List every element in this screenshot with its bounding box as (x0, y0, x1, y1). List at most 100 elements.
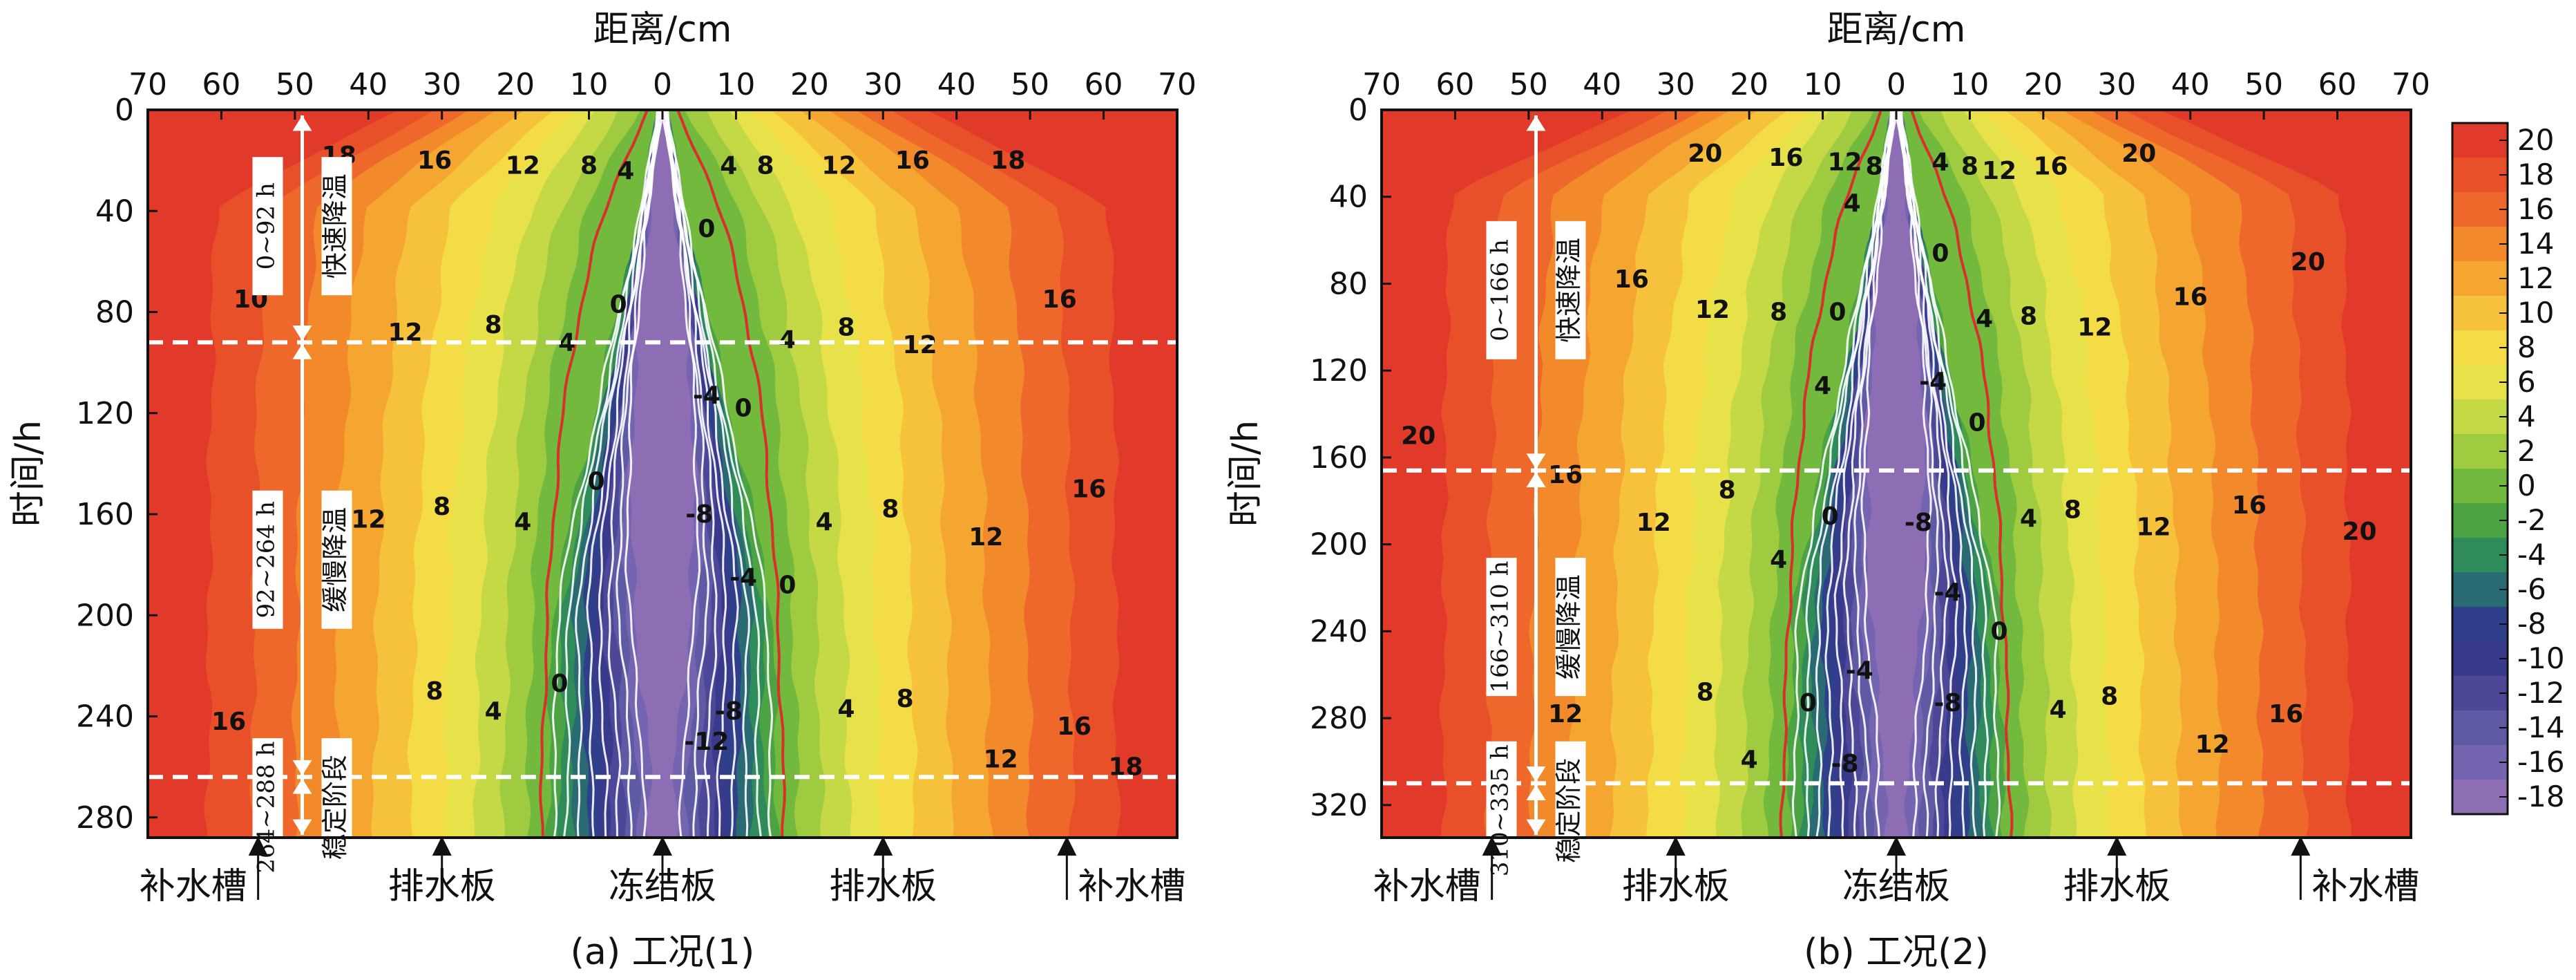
marker-arrow (1057, 836, 1077, 856)
contour-label: 8 (1961, 153, 1978, 181)
stage-range-label: 0~92 h (253, 182, 280, 270)
x-tick-label: 60 (202, 67, 240, 102)
contour-line (663, 110, 774, 838)
marker-label: 补水槽 (2311, 866, 2419, 907)
contour-label: 0 (779, 571, 796, 599)
contour-label: 12 (969, 523, 1003, 552)
contour-label: 16 (895, 147, 930, 175)
contour-label: 8 (1770, 298, 1787, 326)
contour-line (663, 110, 739, 838)
marker-arrow (248, 836, 268, 856)
stage-name-box (1555, 558, 1586, 697)
colorbar-tick-label: 14 (2517, 227, 2554, 261)
contour-label: 8 (1719, 476, 1736, 505)
contour-label: 4 (2050, 696, 2067, 724)
panel-b-border (1380, 109, 2412, 839)
arrow-head (1526, 784, 1546, 800)
stage-name-label: 缓慢降温 (1554, 574, 1584, 679)
contour-label: 12 (1695, 296, 1730, 324)
contour-label: 4 (720, 151, 737, 180)
stage-range-box (1486, 220, 1517, 359)
marker-label: 排水板 (388, 866, 496, 907)
panel-a-ylabel: 时间/h (8, 420, 49, 527)
x-tick-label: 50 (1011, 67, 1049, 102)
contour-label: 12 (1637, 509, 1671, 537)
panel-a-subtitle: (a) 工况(1) (571, 932, 755, 973)
contour-label: 12 (1827, 148, 1862, 176)
panel-b-ylabel: 时间/h (1225, 420, 1266, 527)
contour-label: 4 (617, 157, 634, 185)
contour-label: 0 (551, 670, 568, 698)
colorbar-tick-label: -2 (2517, 503, 2546, 537)
contour-line (1860, 110, 1897, 838)
y-tick-label: 120 (76, 396, 134, 431)
x-tick-label: 10 (1950, 67, 1989, 102)
contour-label: 4 (514, 508, 531, 536)
contour-line (1791, 110, 1896, 838)
stage-range-box (1486, 558, 1517, 697)
contour-label: 12 (1982, 157, 2016, 185)
marker-arrow (653, 836, 672, 856)
colorbar-tick-label: -12 (2517, 676, 2565, 710)
contour-label: 0 (610, 291, 627, 319)
contour-label: 20 (1688, 140, 1722, 168)
colorbar-swatch (2452, 710, 2508, 746)
panel-a-border (146, 109, 1179, 839)
contour-label: 8 (881, 496, 899, 524)
arrow-head (292, 325, 312, 341)
colorbar-swatch (2452, 538, 2508, 573)
x-tick-label: 60 (2318, 67, 2357, 102)
colorbar-swatch (2452, 572, 2508, 607)
contour-label: 0 (698, 215, 715, 243)
contour-label: 8 (1697, 678, 1714, 706)
contour-label: 4 (1814, 372, 1831, 400)
y-tick-label: 240 (76, 699, 134, 735)
contour-label: 12 (506, 151, 540, 180)
x-tick-label: 20 (1730, 67, 1768, 102)
contour-line (1896, 110, 1932, 838)
stage-range-box (252, 490, 283, 629)
contour-label: -8 (715, 697, 743, 726)
stage-name-label: 稳定阶段 (320, 755, 350, 860)
contour-label: 12 (902, 331, 937, 359)
marker-label: 排水板 (2063, 866, 2170, 907)
marker-label: 补水槽 (140, 866, 247, 907)
contour-label: 8 (897, 685, 914, 713)
marker-label: 冻结板 (1842, 866, 1950, 907)
zero-isotherm (539, 110, 649, 838)
marker-label: 补水槽 (1078, 866, 1185, 907)
x-tick-label: 40 (349, 67, 388, 102)
stage-range-box (252, 157, 283, 296)
stage-range-label: 310~335 h (1487, 744, 1514, 876)
contour-label: 12 (2077, 313, 2112, 341)
marker-label: 排水板 (1622, 866, 1730, 907)
contour-label: 0 (1800, 689, 1817, 717)
marker-arrow (1666, 836, 1686, 856)
stage-range-label: 92~264 h (253, 501, 280, 618)
x-tick-label: 60 (1085, 67, 1123, 102)
x-tick-label: 70 (2392, 67, 2430, 102)
colorbar-swatch (2452, 192, 2508, 227)
contour-label: 0 (1829, 298, 1846, 326)
contour-label: -4 (693, 381, 721, 410)
colorbar-swatch (2452, 607, 2508, 642)
colorbar-swatch (2452, 399, 2508, 435)
colorbar-swatch (2452, 330, 2508, 366)
temperature-field (148, 110, 1177, 838)
x-tick-label: 0 (653, 67, 672, 102)
stage-name-label: 快速降温 (1554, 238, 1584, 343)
y-tick-label: 200 (1310, 527, 1368, 563)
y-tick-label: 80 (95, 295, 134, 330)
marker-arrow (1887, 836, 1906, 856)
zero-isotherm (1910, 110, 2014, 838)
contour-label: 12 (2136, 513, 2170, 542)
colorbar-swatch (2452, 434, 2508, 469)
contour-label: 8 (485, 311, 502, 339)
x-tick-label: 70 (1362, 67, 1401, 102)
colorbar-tick-label: 10 (2517, 296, 2554, 330)
x-tick-label: 30 (1657, 67, 1695, 102)
marker-label: 冻结板 (609, 866, 716, 907)
contour-label: 4 (816, 508, 833, 536)
colorbar-tick-label: 2 (2517, 434, 2536, 468)
